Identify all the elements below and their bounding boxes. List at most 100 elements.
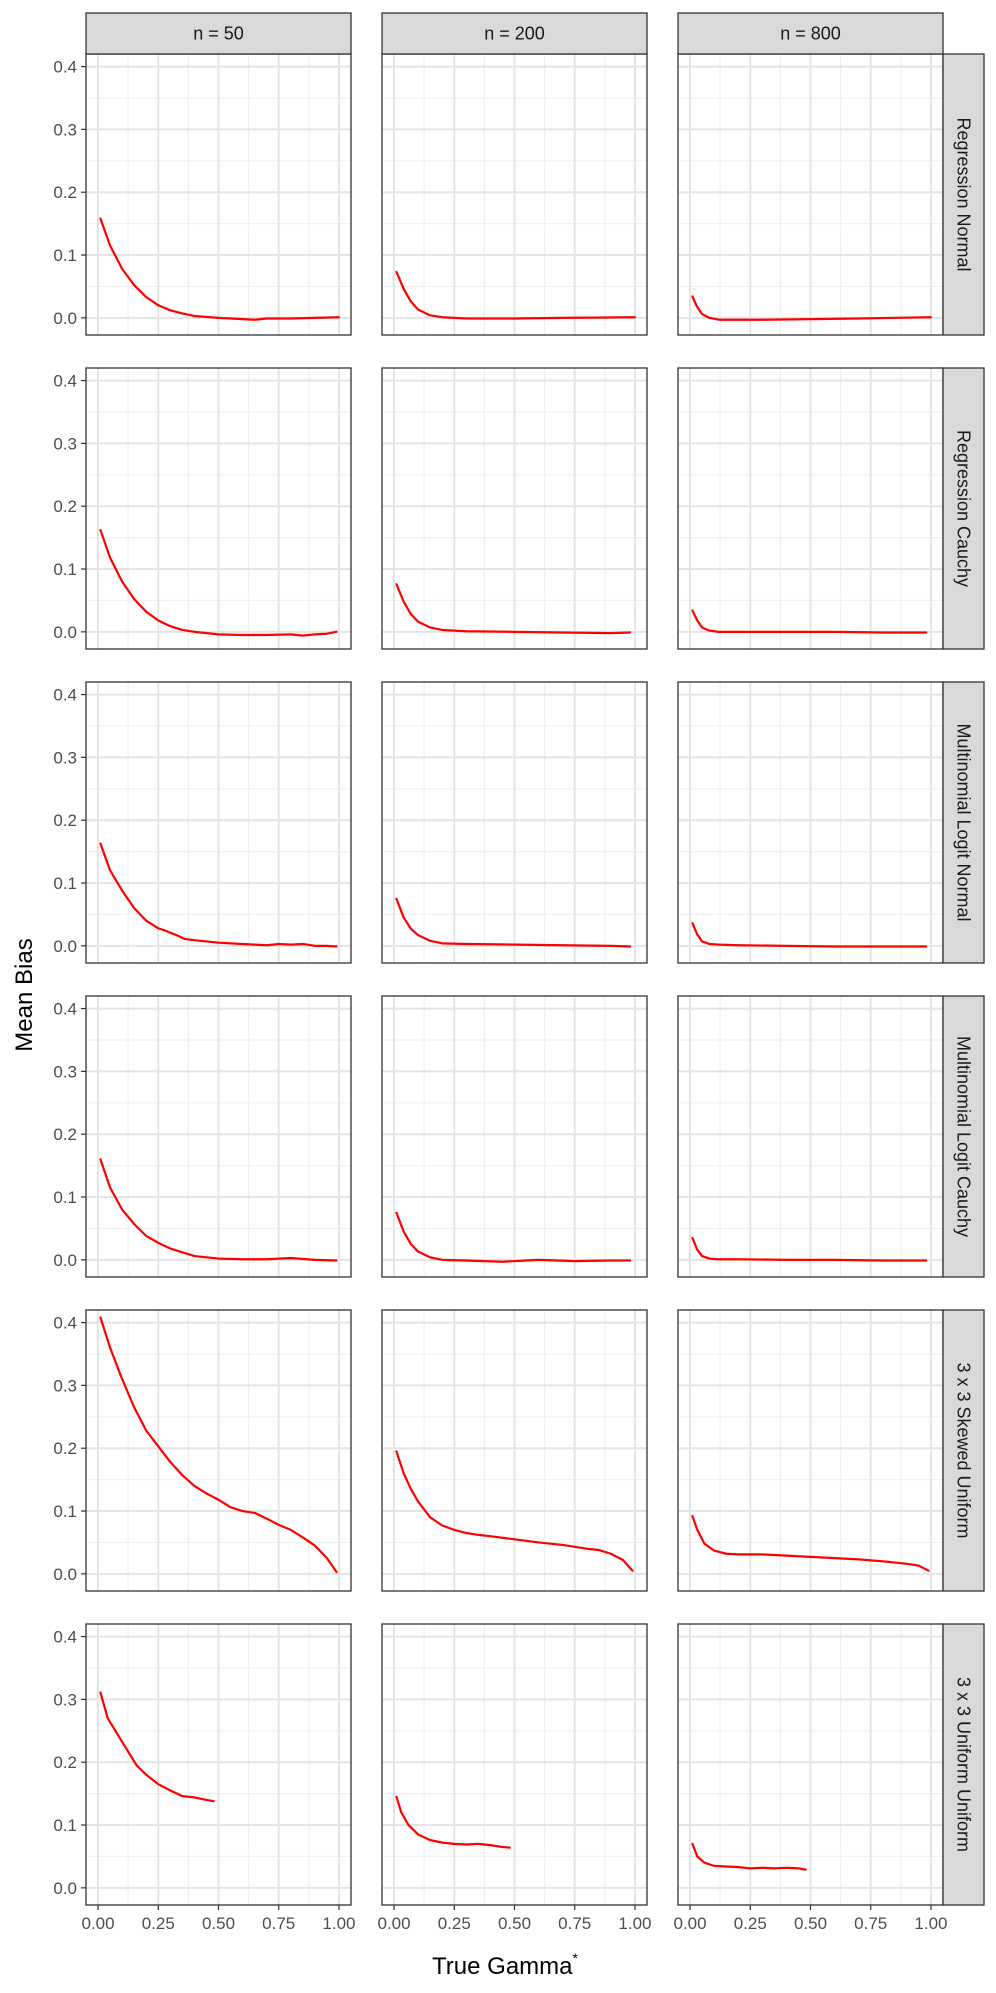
- series-line: [395, 583, 632, 635]
- column-strip: n = 200: [381, 12, 648, 55]
- x-tick-label: 0.00: [81, 1914, 114, 1933]
- x-axis-title: True Gamma*: [432, 1950, 578, 1980]
- y-tick-label: 0.1: [53, 1188, 77, 1207]
- series-line: [691, 1514, 930, 1572]
- series-line: [99, 217, 341, 321]
- row-strip-background: [942, 53, 985, 336]
- x-tick-label: 0.25: [734, 1914, 767, 1933]
- panel: [85, 1623, 352, 1906]
- y-tick-label: 0.2: [53, 811, 77, 830]
- row-strip-label: 3 x 3 Skewed Uniform: [954, 1362, 974, 1538]
- panel: [381, 1623, 648, 1906]
- y-tick-label: 0.1: [53, 874, 77, 893]
- y-tick-label: 0.0: [53, 1565, 77, 1584]
- series-line: [691, 1236, 928, 1262]
- y-tick-label: 0.3: [53, 120, 77, 139]
- panels: [85, 53, 944, 1906]
- column-strip: n = 50: [85, 12, 352, 55]
- x-axis-title-text: True Gamma: [432, 1953, 573, 1980]
- series-line: [395, 1795, 511, 1849]
- y-tick-label: 0.4: [53, 1000, 77, 1019]
- y-tick-label: 0.0: [53, 309, 77, 328]
- y-tick-label: 0.1: [53, 1816, 77, 1835]
- panel-border: [381, 1309, 648, 1592]
- panel: [85, 53, 352, 336]
- x-tick-label: 0.50: [202, 1914, 235, 1933]
- series-line: [691, 295, 933, 321]
- row-strip-label: Multinomial Logit Normal: [954, 723, 974, 921]
- row-strip: 3 x 3 Uniform Uniform: [942, 1623, 985, 1906]
- series-line: [691, 922, 928, 948]
- x-tick-labels: 0.00 0.25 0.50 0.75 1.00 0.00 0.25 0.50 0.75 1.00…: [81, 1905, 948, 1933]
- column-strip-label: n = 200: [484, 24, 545, 44]
- panel: [85, 367, 352, 650]
- row-strip-label: Regression Normal: [954, 117, 974, 271]
- panel: [677, 1309, 944, 1592]
- column-strip-label: n = 800: [780, 24, 841, 44]
- column-strip: n = 800: [677, 12, 944, 55]
- column-strip-background: [85, 12, 352, 55]
- row-strip-background: [942, 367, 985, 650]
- row-strip-background: [942, 1309, 985, 1592]
- column-strip-background: [677, 12, 944, 55]
- column-strip-background: [381, 12, 648, 55]
- x-tick-label: 0.00: [377, 1914, 410, 1933]
- panel-border: [85, 367, 352, 650]
- series-line: [691, 609, 928, 634]
- panel: [381, 1309, 648, 1592]
- y-tick-label: 0.1: [53, 1502, 77, 1521]
- x-tick-label: 0.25: [142, 1914, 175, 1933]
- series-line: [99, 842, 338, 948]
- panel-border: [381, 995, 648, 1278]
- y-tick-label: 0.1: [53, 246, 77, 265]
- panel: [381, 367, 648, 650]
- series-line: [691, 1842, 807, 1871]
- row-strip: Regression Cauchy: [942, 367, 985, 650]
- x-tick-label: 0.25: [438, 1914, 471, 1933]
- series-line: [395, 897, 632, 948]
- row-strip-label: Multinomial Logit Cauchy: [954, 1036, 974, 1237]
- y-tick-label: 0.3: [53, 1690, 77, 1709]
- y-tick-label: 0.3: [53, 748, 77, 767]
- y-tick-label: 0.4: [53, 372, 77, 391]
- row-strip-background: [942, 681, 985, 964]
- y-tick-label: 0.2: [53, 1125, 77, 1144]
- panel: [85, 1309, 352, 1592]
- series-line: [395, 270, 637, 320]
- y-tick-label: 0.2: [53, 1439, 77, 1458]
- y-tick-label: 0.2: [53, 1753, 77, 1772]
- panel-border: [85, 681, 352, 964]
- series-line: [99, 1316, 338, 1574]
- row-strip: Multinomial Logit Normal: [942, 681, 985, 964]
- x-tick-label: 0.50: [498, 1914, 531, 1933]
- y-tick-label: 0.0: [53, 1251, 77, 1270]
- x-tick-label: 0.50: [794, 1914, 827, 1933]
- y-tick-label: 0.1: [53, 560, 77, 579]
- row-strip: Multinomial Logit Cauchy: [942, 995, 985, 1278]
- x-axis-title-superscript: *: [573, 1950, 579, 1966]
- y-tick-label: 0.3: [53, 1062, 77, 1081]
- row-strip-background: [942, 995, 985, 1278]
- series-line: [395, 1450, 634, 1572]
- x-tick-label: 0.00: [673, 1914, 706, 1933]
- panel: [381, 681, 648, 964]
- x-tick-label: 1.00: [914, 1914, 947, 1933]
- row-strip: Regression Normal: [942, 53, 985, 336]
- panel-border: [85, 995, 352, 1278]
- row-strip-background: [942, 1623, 985, 1906]
- series-line: [395, 1211, 632, 1263]
- panel: [85, 995, 352, 1278]
- y-tick-label: 0.4: [53, 58, 77, 77]
- y-tick-label: 0.0: [53, 1879, 77, 1898]
- panel: [381, 995, 648, 1278]
- x-tick-label: 0.75: [854, 1914, 887, 1933]
- y-tick-label: 0.3: [53, 1376, 77, 1395]
- series-line: [99, 1691, 215, 1803]
- x-tick-label: 0.75: [262, 1914, 295, 1933]
- panel-border: [381, 681, 648, 964]
- x-tick-label: 1.00: [322, 1914, 355, 1933]
- series-line: [99, 528, 338, 637]
- panel: [677, 995, 944, 1278]
- y-tick-label: 0.2: [53, 497, 77, 516]
